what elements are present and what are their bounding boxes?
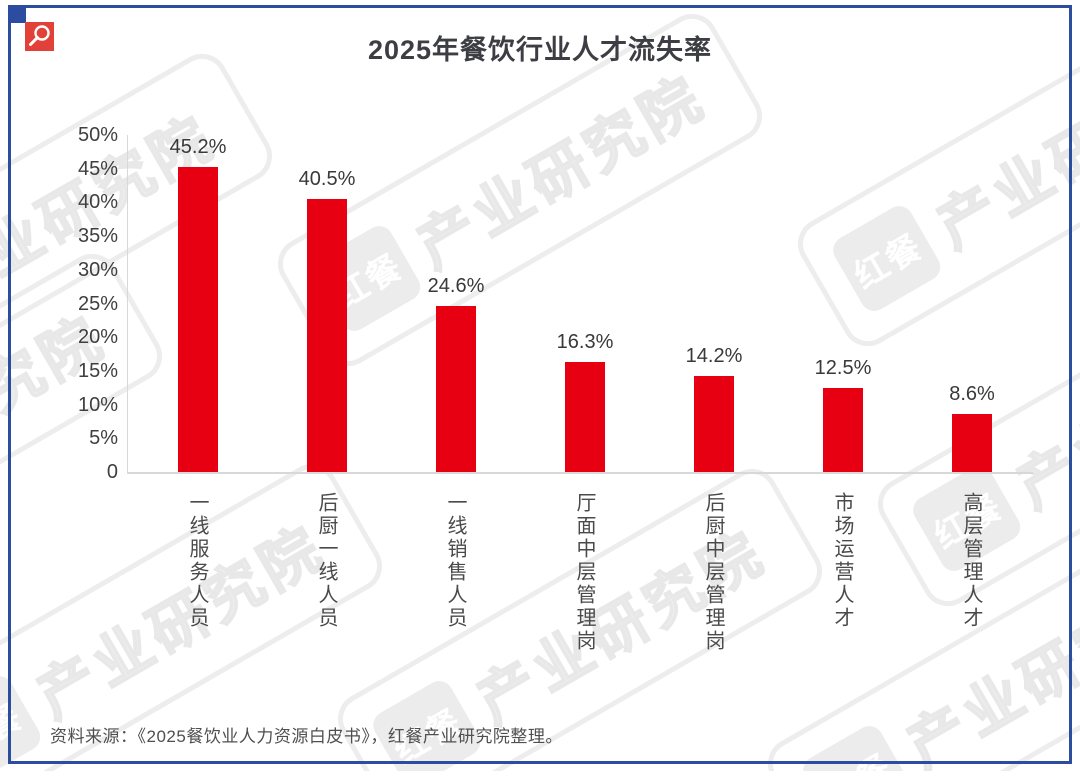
bar (178, 167, 218, 472)
y-tick-label: 40% (77, 191, 118, 214)
y-tick-label: 0 (106, 461, 118, 483)
plot-area: 50% 45% 40% 35% 30% 25% 20% 15% 10% 5% 0 45.2% 40.5%… (78, 124, 1033, 483)
y-tick-label: 10% (77, 393, 118, 416)
bar-value-label: 14.2% (685, 345, 743, 368)
x-axis-labels: 一线服务人员 后厨一线人员 一线销售人员 厅面中层管理岗 后厨中层管理岗 市场运营人才 高层… (127, 492, 1032, 662)
bar-value-label: 45.2% (169, 136, 227, 159)
source-note: 资料来源：《2025餐饮业人力资源白皮书》，红餐产业研究院整理。 (50, 727, 563, 746)
y-tick-label: 20% (77, 326, 118, 349)
y-tick-label: 35% (77, 225, 118, 248)
x-axis-category-label: 一线服务人员 (186, 492, 208, 630)
bar (952, 414, 992, 472)
brand-logo (25, 22, 54, 51)
bar-value-label: 12.5% (814, 356, 872, 379)
x-axis-category-label: 一线销售人员 (444, 492, 466, 630)
bar-value-label: 40.5% (298, 168, 356, 191)
y-tick-label: 45% (77, 157, 118, 180)
x-axis-category-label: 市场运营人才 (831, 492, 853, 630)
x-axis-category-label: 后厨一线人员 (315, 492, 337, 630)
bar (436, 306, 476, 472)
y-tick-label: 25% (77, 292, 118, 315)
bar-value-label: 16.3% (556, 331, 614, 354)
x-axis-category-label: 高层管理人才 (960, 492, 982, 630)
x-axis-category-label: 厅面中层管理岗 (573, 492, 595, 653)
bar (307, 199, 347, 472)
bar-value-label: 24.6% (427, 275, 485, 298)
chart-title: 2025年餐饮行业人才流失率 (367, 35, 713, 65)
bar-value-label: 8.6% (949, 383, 995, 406)
y-tick-label: 15% (77, 359, 118, 382)
magnifier-icon (29, 25, 50, 46)
x-axis-category-label: 后厨中层管理岗 (702, 492, 724, 653)
bar (565, 362, 605, 472)
bar (823, 387, 863, 472)
y-tick-label: 50% (77, 124, 118, 146)
page-border-frame (8, 5, 1072, 764)
corner-accent-square (8, 5, 26, 23)
bar (694, 376, 734, 472)
y-tick-label: 30% (77, 258, 118, 281)
y-tick-label: 5% (89, 427, 118, 450)
